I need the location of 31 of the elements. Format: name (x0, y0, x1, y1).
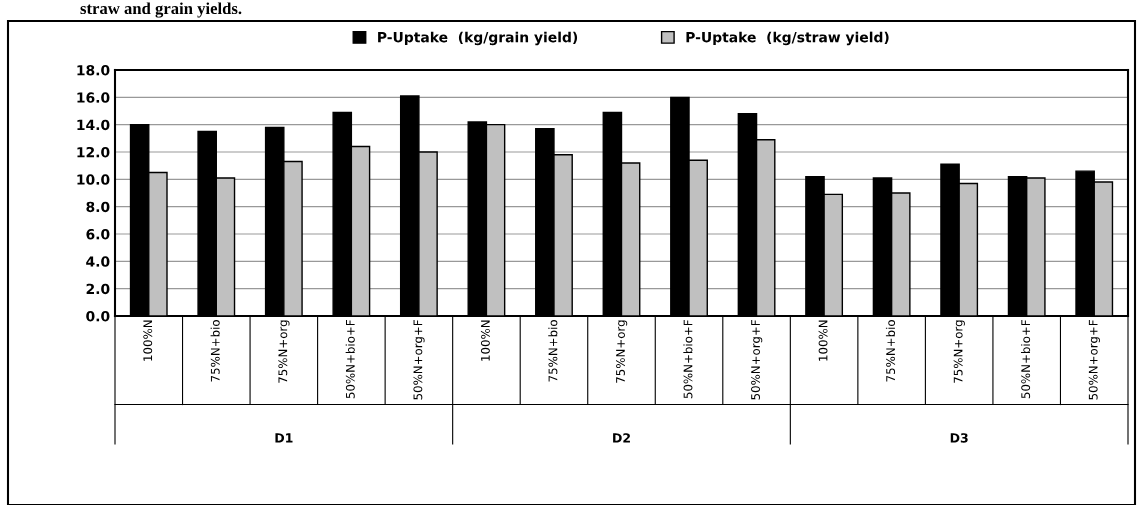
legend-label: P-Uptake (kg/straw yield) (686, 31, 889, 46)
x-tick-label: 100%N (480, 320, 490, 361)
y-tick-label: 2.0 (86, 283, 110, 295)
y-tick-label: 4.0 (86, 256, 110, 267)
x-tick-label: 50%N+bio+F (1020, 320, 1031, 399)
x-tick-label: 50%N+bio+F (683, 320, 693, 399)
y-tick-label: 8.0 (86, 201, 110, 213)
x-tick-label: 50%N+org+F (1088, 320, 1100, 400)
x-tick-label: 50%N+bio+F (345, 320, 355, 399)
y-tick-label: 18.0 (77, 64, 110, 76)
x-tick-label: 75%N+org (953, 320, 965, 383)
x-tick-label: 75%N+org (616, 320, 628, 383)
x-tick-label: 75%N+bio (885, 320, 896, 382)
x-tick-label: 75%N+bio (210, 320, 220, 382)
y-tick-label: 10.0 (77, 174, 110, 185)
x-tick-label: 75%N+bio (548, 320, 558, 382)
x-tick-label: 100%N (143, 320, 153, 361)
text: D1 (275, 433, 293, 443)
text: straw and grain yields. (80, 2, 242, 18)
x-tick-label: 50%N+org+F (751, 320, 763, 400)
legend-label: P-Uptake (kg/grain yield) (378, 31, 578, 46)
y-tick-label: 14.0 (77, 119, 110, 131)
y-tick-label: 0.0 (86, 310, 110, 322)
y-tick-label: 16.0 (77, 92, 110, 103)
x-tick-label: 75%N+org (278, 320, 290, 383)
text: D3 (950, 433, 968, 443)
x-tick-label: 100%N (818, 320, 828, 361)
y-tick-label: 12.0 (77, 146, 110, 158)
y-tick-label: 6.0 (86, 228, 110, 240)
text: D2 (613, 433, 630, 443)
x-tick-label: 50%N+org+F (413, 320, 425, 400)
